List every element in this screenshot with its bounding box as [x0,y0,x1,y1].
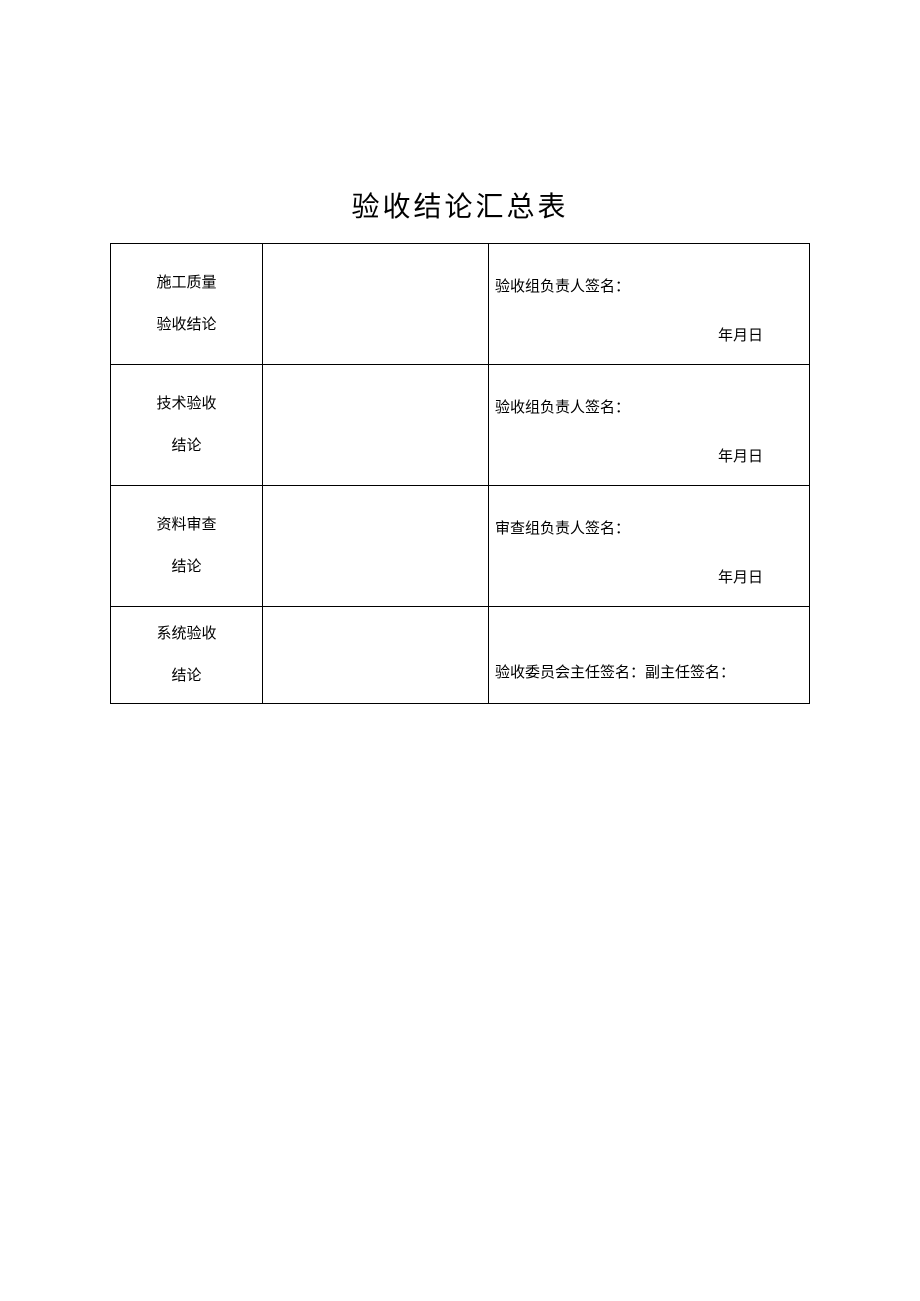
signature-cell: 验收委员会主任签名：副主任签名： [489,607,810,704]
signature-label: 验收组负责人签名： [495,275,801,296]
label-line2: 结论 [111,425,262,467]
table-row: 资料审查 结论 审查组负责人签名： 年月日 [111,486,810,607]
row-label-cell: 资料审查 结论 [111,486,263,607]
row-label-cell: 系统验收 结论 [111,607,263,704]
label-line2: 验收结论 [111,304,262,346]
label-line1: 系统验收 [111,613,262,655]
label-line2: 结论 [111,546,262,588]
table-row: 技术验收 结论 验收组负责人签名： 年月日 [111,365,810,486]
signature-cell: 验收组负责人签名： 年月日 [489,365,810,486]
row-label-cell: 施工质量 验收结论 [111,244,263,365]
table-row: 系统验收 结论 验收委员会主任签名：副主任签名： [111,607,810,704]
label-line1: 资料审查 [111,504,262,546]
label-line1: 技术验收 [111,383,262,425]
blank-cell [263,607,489,704]
signature-cell: 审查组负责人签名： 年月日 [489,486,810,607]
blank-cell [263,244,489,365]
blank-cell [263,486,489,607]
date-label: 年月日 [495,566,801,587]
signature-label: 验收组负责人签名： [495,396,801,417]
date-label: 年月日 [495,445,801,466]
row-label-cell: 技术验收 结论 [111,365,263,486]
signature-label: 审查组负责人签名： [495,517,801,538]
page-title: 验收结论汇总表 [110,185,810,225]
signature-cell: 验收组负责人签名： 年月日 [489,244,810,365]
summary-table: 施工质量 验收结论 验收组负责人签名： 年月日 技术验收 结论 验收组负责人签名… [110,243,810,704]
label-line2: 结论 [111,655,262,697]
document-page: 验收结论汇总表 施工质量 验收结论 验收组负责人签名： 年月日 技术验收 结论 … [0,0,920,704]
table-row: 施工质量 验收结论 验收组负责人签名： 年月日 [111,244,810,365]
date-label: 年月日 [495,324,801,345]
signature-label: 验收委员会主任签名：副主任签名： [495,661,801,682]
blank-cell [263,365,489,486]
label-line1: 施工质量 [111,262,262,304]
